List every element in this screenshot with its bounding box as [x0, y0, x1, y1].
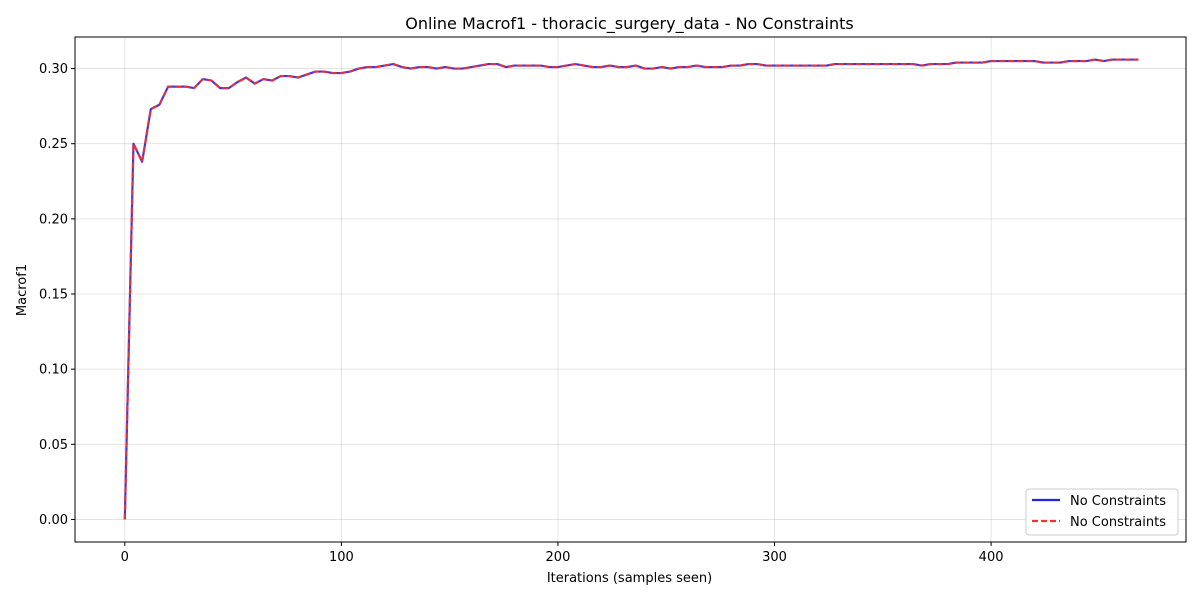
legend-entry-2: No Constraints [1070, 515, 1166, 530]
legend: No Constraints No Constraints [1025, 488, 1179, 536]
plot-frame [74, 36, 1187, 543]
x-tick-label: 200 [546, 550, 571, 565]
x-tick-label: 300 [762, 550, 787, 565]
legend-box [1025, 488, 1179, 536]
y-tick-label: 0.25 [39, 137, 68, 152]
grid-lines [75, 37, 1186, 542]
y-tick-label: 0.20 [39, 212, 68, 227]
y-tick-label: 0.30 [39, 62, 68, 77]
y-tick-label: 0.10 [39, 363, 68, 378]
x-tick-label: 0 [121, 550, 129, 565]
y-tick-label: 0.05 [39, 438, 68, 453]
x-tick-label: 400 [979, 550, 1004, 565]
y-axis-ticks: 0.00 0.05 0.10 0.15 0.20 0.25 0.30 [39, 62, 75, 528]
x-axis-label: Iterations (samples seen) [547, 571, 712, 586]
legend-entry-1: No Constraints [1070, 494, 1166, 509]
y-tick-label: 0.15 [39, 288, 68, 303]
plot-series [123, 58, 1139, 520]
x-axis-ticks: 0 100 200 300 400 [121, 542, 1004, 565]
y-axis-label: Macrof1 [15, 264, 30, 316]
series-line-dashed [123, 58, 1139, 520]
x-tick-label: 100 [329, 550, 354, 565]
series-line-solid [123, 58, 1139, 520]
y-tick-label: 0.00 [39, 513, 68, 528]
chart-title: Online Macrof1 - thoracic_surgery_data -… [405, 14, 853, 34]
